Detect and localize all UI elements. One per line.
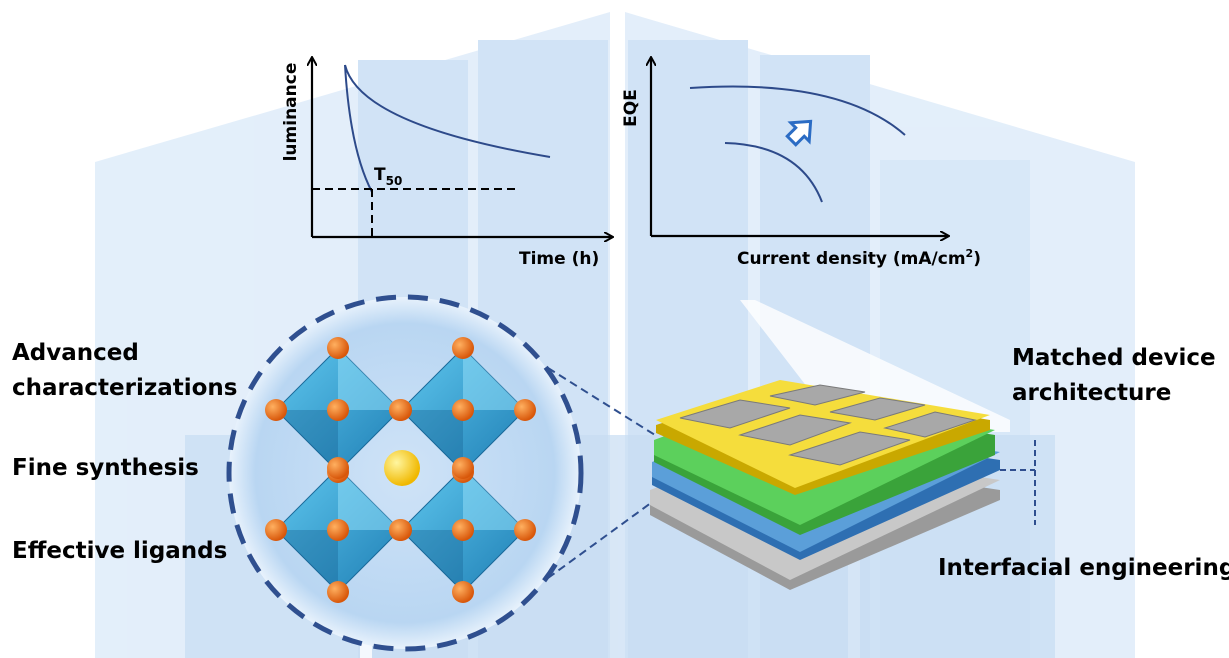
- fast-decay-curve: [344, 64, 373, 193]
- label-matched: Matched device: [1012, 345, 1216, 371]
- atom: [514, 399, 536, 421]
- atom: [265, 519, 287, 541]
- label-characterizations: characterizations: [12, 375, 238, 401]
- atom: [327, 457, 349, 479]
- upper-curve: [689, 85, 906, 136]
- lifetime-plot: luminance Time (h) T50: [281, 58, 612, 269]
- octahedron-face: [401, 530, 463, 592]
- y-label: luminance: [281, 63, 301, 162]
- atom: [327, 399, 349, 421]
- label-architecture: architecture: [1012, 380, 1171, 406]
- x-label-sup: 2: [966, 247, 974, 260]
- eqe-plot: EQE Current density (mA/cm2): [621, 58, 981, 269]
- octahedron-face: [276, 530, 338, 592]
- t50-sub: 50: [386, 174, 403, 188]
- x-label: Time (h): [519, 249, 599, 269]
- atom: [327, 581, 349, 603]
- octahedron-face: [338, 468, 400, 530]
- connector: [547, 367, 656, 579]
- a-site-cation: [384, 450, 420, 486]
- octahedron-face: [463, 348, 525, 410]
- atom: [452, 337, 474, 359]
- bracket: [1000, 440, 1036, 525]
- octahedron-face: [276, 410, 338, 472]
- atom: [514, 519, 536, 541]
- atom: [265, 399, 287, 421]
- atom: [390, 399, 412, 421]
- atom: [452, 457, 474, 479]
- octahedron-face: [338, 348, 400, 410]
- improvement-arrow: [785, 119, 813, 147]
- atom: [452, 399, 474, 421]
- x-label-main: Current density (mA/cm: [737, 249, 966, 269]
- atom: [452, 519, 474, 541]
- atom: [452, 581, 474, 603]
- y-label: EQE: [621, 89, 641, 127]
- atom: [390, 519, 412, 541]
- t50-main: T: [374, 165, 386, 185]
- lower-curve: [724, 142, 823, 203]
- label-interfacial: Interfacial engineering: [938, 555, 1229, 581]
- atom: [327, 519, 349, 541]
- device-stack: [650, 380, 1000, 590]
- x-label: Current density (mA/cm2): [737, 247, 981, 269]
- label-advanced: Advanced: [12, 340, 139, 366]
- slow-decay-curve: [344, 64, 551, 158]
- atom: [327, 337, 349, 359]
- perovskite-crystal: [226, 294, 584, 652]
- octahedron-face: [463, 468, 525, 530]
- label-synthesis: Fine synthesis: [12, 455, 199, 481]
- octahedron-face: [401, 410, 463, 472]
- x-label-end: ): [973, 249, 981, 269]
- label-ligands: Effective ligands: [12, 538, 227, 564]
- t50-label: T50: [374, 165, 402, 188]
